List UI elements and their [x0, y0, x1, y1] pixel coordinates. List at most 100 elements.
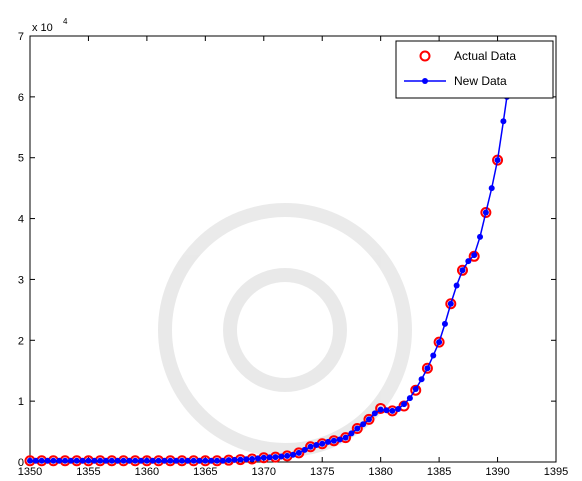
- data-point: [436, 339, 443, 346]
- y-tick-label: 5: [18, 153, 24, 165]
- data-point: [184, 457, 191, 464]
- data-point: [371, 410, 378, 417]
- legend-box: [395, 40, 554, 99]
- legend-label: New Data: [454, 74, 507, 88]
- data-point: [459, 267, 466, 274]
- data-point: [465, 258, 472, 265]
- data-point: [319, 440, 326, 447]
- watermark: [158, 203, 412, 457]
- data-point: [468, 250, 480, 262]
- y-tick-label: 4: [18, 214, 24, 226]
- x-tick-label: 1355: [76, 466, 100, 478]
- data-point: [126, 457, 133, 464]
- x-tick-label: 1385: [427, 466, 451, 478]
- data-point: [91, 457, 98, 464]
- data-point: [456, 264, 468, 276]
- data-point: [313, 441, 320, 448]
- x-tick-label: 1395: [544, 466, 568, 478]
- data-point: [225, 457, 232, 464]
- data-point: [108, 457, 115, 464]
- data-point: [73, 457, 80, 464]
- data-point: [330, 437, 337, 444]
- data-point: [377, 406, 384, 413]
- data-point: [114, 457, 121, 464]
- data-point: [418, 376, 425, 383]
- data-point: [219, 457, 226, 464]
- data-point: [249, 455, 256, 462]
- data-point: [214, 457, 221, 464]
- data-point: [500, 118, 507, 125]
- data-point: [401, 401, 408, 408]
- y-tick-label: 7: [18, 31, 24, 43]
- data-point: [190, 457, 197, 464]
- data-point: [348, 430, 355, 437]
- data-point: [365, 416, 372, 423]
- data-point: [363, 413, 375, 425]
- data-point: [161, 457, 168, 464]
- data-point: [383, 407, 390, 414]
- data-point: [290, 451, 296, 458]
- data-point: [178, 457, 185, 464]
- data-point: [389, 407, 396, 414]
- x-tick-label: 1370: [252, 466, 276, 478]
- x-tick-label: 1350: [18, 466, 42, 478]
- data-point: [336, 436, 343, 443]
- data-point: [480, 206, 492, 218]
- data-point: [412, 385, 419, 392]
- data-point: [62, 457, 69, 464]
- data-point: [27, 457, 33, 464]
- data-point: [79, 457, 86, 464]
- data-point: [173, 457, 180, 464]
- data-point: [477, 233, 484, 240]
- data-point: [155, 457, 162, 464]
- data-point: [138, 457, 145, 464]
- data-point: [56, 457, 63, 464]
- x-tick-label: 1375: [310, 466, 334, 478]
- data-point: [453, 282, 460, 289]
- data-point: [85, 457, 92, 464]
- data-point: [433, 336, 445, 348]
- plot-area: [29, 35, 557, 463]
- y-tick-label: 2: [18, 335, 24, 347]
- data-point: [237, 456, 244, 463]
- data-point: [120, 457, 127, 464]
- data-point: [295, 449, 302, 456]
- y-scale-label: x 10: [32, 22, 53, 34]
- data-point: [471, 252, 478, 259]
- data-point: [424, 365, 431, 372]
- x-tick-label: 1390: [485, 466, 509, 478]
- data-point: [354, 425, 361, 432]
- data-point: [132, 457, 139, 464]
- data-point: [266, 454, 273, 461]
- data-point: [395, 406, 402, 413]
- data-point: [208, 457, 215, 464]
- data-point: [44, 457, 51, 464]
- data-point: [202, 457, 209, 464]
- data-point: [260, 454, 267, 461]
- data-point: [342, 434, 349, 441]
- data-point: [445, 298, 457, 310]
- data-point: [97, 457, 104, 464]
- legend-label: Actual Data: [454, 49, 516, 63]
- data-point: [421, 362, 433, 374]
- y-tick-label: 0: [18, 457, 24, 469]
- data-point: [272, 454, 279, 461]
- data-point: [102, 457, 109, 464]
- data-point: [254, 455, 261, 462]
- data-point: [494, 157, 501, 164]
- x-tick-label: 1380: [368, 466, 392, 478]
- data-point: [50, 457, 57, 464]
- data-point: [482, 209, 489, 216]
- data-point: [360, 421, 367, 428]
- data-point: [351, 423, 363, 435]
- data-point: [488, 185, 495, 192]
- y-tick-label: 3: [18, 274, 24, 286]
- x-tick-label: 1365: [193, 466, 217, 478]
- data-point: [447, 300, 454, 307]
- data-point: [149, 457, 156, 464]
- data-point: [67, 457, 74, 464]
- data-point: [406, 395, 413, 402]
- data-point: [143, 457, 150, 464]
- data-point: [284, 452, 291, 459]
